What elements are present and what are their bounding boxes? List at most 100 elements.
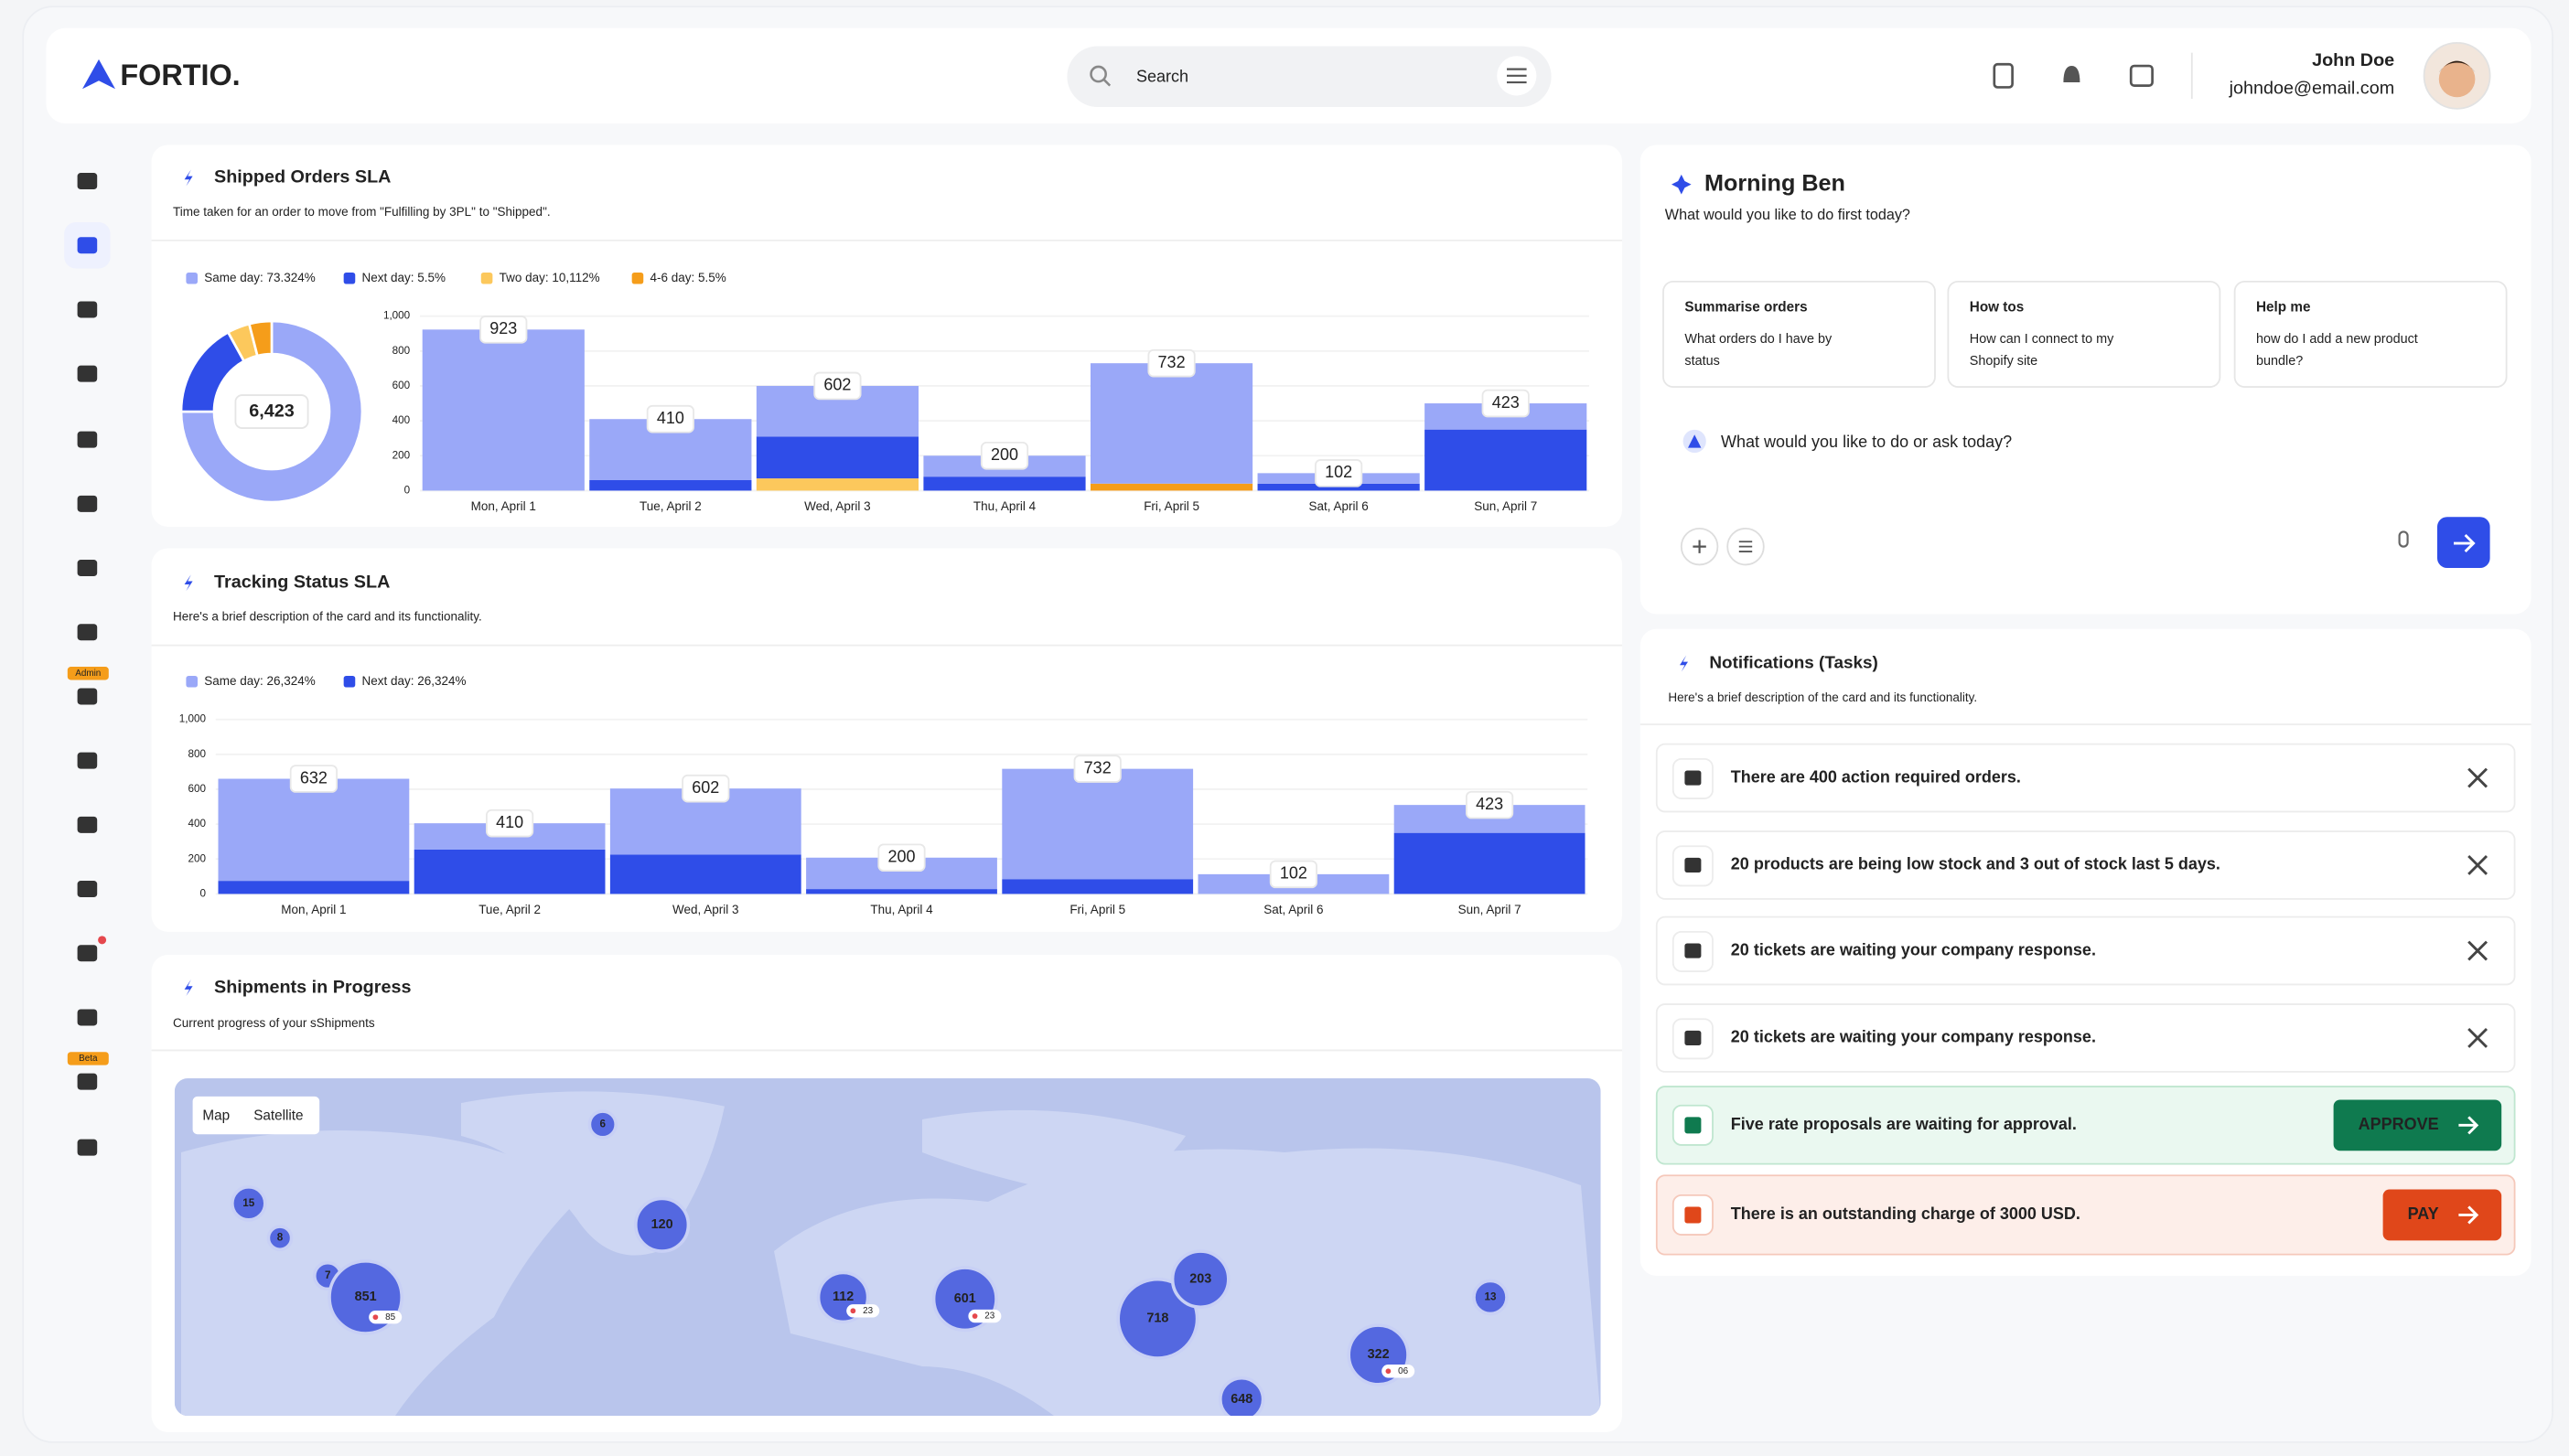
nav-icon[interactable]	[77, 881, 98, 898]
nav-icon[interactable]	[77, 560, 98, 577]
bar-label: 410	[496, 813, 523, 831]
map-cluster-label: 15	[242, 1197, 255, 1209]
nav-icon[interactable]	[77, 173, 98, 190]
x-tick-label: Fri, April 5	[1070, 903, 1125, 916]
close-button[interactable]	[2467, 767, 2488, 788]
action-button-label: APPROVE	[2359, 1115, 2439, 1133]
y-tick-label: 400	[188, 818, 206, 830]
bar-segment	[414, 849, 606, 894]
bar-label-box	[877, 843, 926, 873]
map[interactable]: 6 15 8 7 851 120 112 601 718 203 322 13 648 85 23 23 06 M…	[174, 1078, 1601, 1421]
bell-icon[interactable]	[2063, 66, 2080, 83]
legend-label: Next day: 5.5%	[361, 271, 446, 284]
button-arrow	[2458, 1116, 2479, 1135]
nav-icon[interactable]	[77, 945, 98, 962]
nav-icon[interactable]	[77, 688, 98, 705]
y-tick-label: 200	[392, 449, 411, 461]
bar-segment	[1393, 832, 1585, 894]
nav-icon[interactable]	[77, 431, 98, 448]
suggestion-card[interactable]	[1947, 280, 2221, 388]
x-tick-label: Sun, April 7	[1474, 499, 1537, 513]
notification-row	[1655, 830, 2516, 900]
nav-icon[interactable]	[77, 624, 98, 641]
close-button[interactable]	[2467, 940, 2488, 961]
action-button[interactable]	[2333, 1099, 2502, 1151]
nav-icon[interactable]	[77, 237, 98, 254]
suggestion-title: How tos	[1970, 300, 2024, 316]
nav-icon[interactable]	[77, 1009, 98, 1026]
suggestion-card[interactable]	[2233, 280, 2508, 388]
bar-segment	[1002, 768, 1194, 880]
notification-text: 20 tickets are waiting your company resp…	[1731, 940, 2096, 958]
notification-text: Five rate proposals are waiting for appr…	[1731, 1115, 2077, 1133]
greeting: Morning Ben	[1704, 170, 1845, 196]
nav-icon[interactable]	[77, 365, 98, 382]
search-box[interactable]	[1067, 46, 1552, 108]
calendar-icon[interactable]	[2129, 64, 2154, 87]
bar-label: 923	[489, 319, 517, 337]
calculator-icon[interactable]	[1993, 62, 2014, 89]
bar-label-box	[682, 774, 730, 803]
bar-label-box	[479, 316, 528, 344]
avatar-hair	[2438, 60, 2476, 73]
bar-segment	[756, 436, 919, 479]
card-subtitle: Current progress of your sShipments	[173, 1016, 375, 1030]
x-tick-label: Wed, April 3	[672, 903, 739, 916]
close-button[interactable]	[2467, 855, 2488, 875]
search-placeholder: Search	[1136, 67, 1188, 85]
card-title: Shipments in Progress	[214, 977, 411, 997]
search-icon	[1090, 65, 1107, 83]
nav-icon[interactable]	[77, 816, 98, 833]
nav-icon[interactable]	[77, 752, 98, 769]
bar-label: 602	[823, 376, 851, 394]
nav-icon[interactable]	[77, 1073, 98, 1090]
x-tick-label: Tue, April 2	[640, 499, 702, 513]
map-cluster[interactable]	[1219, 1376, 1265, 1421]
card-subtitle: Time taken for an order to move from "Fu…	[173, 205, 551, 219]
mic-icon[interactable]	[2398, 530, 2409, 548]
nav-badge-text: Admin	[75, 669, 101, 679]
map-badge	[369, 1311, 403, 1324]
action-button-label: PAY	[2408, 1204, 2439, 1223]
logo: FORTIO.	[120, 59, 240, 91]
x-tick-label: Fri, April 5	[1144, 499, 1199, 513]
map-tab[interactable]: Satellite	[253, 1108, 303, 1123]
bar-segment	[756, 478, 919, 491]
map-tab[interactable]: Map	[202, 1108, 230, 1123]
row-icon	[1684, 1030, 1702, 1046]
x-tick-label: Sat, April 6	[1308, 499, 1368, 513]
nav-icon[interactable]	[77, 1139, 98, 1156]
map-cluster[interactable]	[266, 1225, 294, 1252]
map-cluster-label: 851	[355, 1290, 377, 1304]
row-icon	[1684, 1206, 1702, 1224]
close-button[interactable]	[2467, 1028, 2488, 1048]
user-email: johndoe@email.com	[2229, 78, 2395, 98]
row-icon	[1684, 943, 1702, 958]
bar-label: 602	[692, 778, 719, 797]
y-tick-label: 0	[404, 485, 411, 497]
map-cluster[interactable]	[231, 1185, 267, 1222]
y-tick-label: 600	[188, 783, 206, 795]
donut-label: 6,423	[249, 401, 295, 421]
map-cluster[interactable]	[1472, 1279, 1509, 1316]
map-badge	[846, 1304, 880, 1318]
bolt-icon	[1680, 655, 1688, 672]
map-cluster[interactable]	[1170, 1249, 1231, 1310]
legend-swatch	[186, 272, 198, 284]
nav-icon[interactable]	[77, 301, 98, 318]
bar-label: 732	[1158, 353, 1186, 371]
suggestion-card[interactable]	[1662, 280, 1936, 388]
bar-label-box	[646, 404, 694, 434]
legend-swatch	[480, 272, 493, 284]
map-cluster[interactable]	[634, 1196, 691, 1253]
legend-label: Same day: 26,324%	[204, 674, 316, 688]
map-cluster-label: 718	[1146, 1311, 1168, 1326]
button-arrow	[2458, 1205, 2479, 1225]
map-cluster[interactable]	[587, 1109, 618, 1140]
bar-segment	[1090, 363, 1253, 484]
legend-swatch	[343, 272, 356, 284]
map-cluster[interactable]	[1116, 1277, 1199, 1360]
action-button[interactable]	[2382, 1189, 2502, 1241]
nav-icon[interactable]	[77, 495, 98, 512]
